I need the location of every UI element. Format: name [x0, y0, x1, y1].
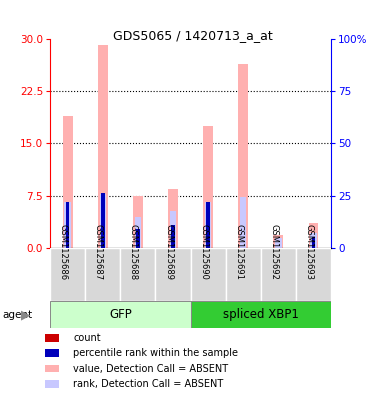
Bar — [170, 211, 176, 248]
Bar — [310, 233, 317, 248]
Text: GSM1125688: GSM1125688 — [129, 224, 138, 280]
Text: GSM1125687: GSM1125687 — [94, 224, 103, 280]
Bar — [156, 248, 191, 301]
Bar — [203, 126, 213, 248]
Bar — [133, 195, 143, 248]
Bar — [85, 248, 120, 301]
Bar — [168, 189, 178, 248]
Bar — [312, 237, 315, 248]
Text: GSM1125689: GSM1125689 — [164, 224, 173, 280]
Text: GSM1125691: GSM1125691 — [234, 224, 243, 280]
Bar — [66, 202, 69, 248]
Bar — [45, 365, 59, 373]
Bar — [191, 301, 331, 328]
Bar — [64, 202, 71, 248]
Bar — [45, 334, 59, 342]
Text: spliced XBP1: spliced XBP1 — [223, 308, 299, 321]
Bar — [275, 238, 281, 248]
Bar — [261, 248, 296, 301]
Text: GSM1125686: GSM1125686 — [59, 224, 68, 280]
Bar — [135, 217, 141, 248]
Text: count: count — [73, 333, 101, 343]
Text: GSM1125690: GSM1125690 — [199, 224, 208, 280]
Text: GFP: GFP — [109, 308, 132, 321]
Text: percentile rank within the sample: percentile rank within the sample — [73, 348, 238, 358]
Text: GSM1125692: GSM1125692 — [270, 224, 278, 280]
Bar — [205, 202, 211, 248]
Bar — [273, 235, 283, 248]
Bar — [238, 64, 248, 248]
Bar — [50, 248, 85, 301]
Bar — [206, 202, 210, 248]
Bar — [136, 229, 140, 248]
Bar — [98, 45, 108, 248]
Text: agent: agent — [2, 310, 32, 320]
Text: GSM1125693: GSM1125693 — [305, 224, 313, 280]
Bar — [63, 116, 72, 248]
Bar — [240, 196, 246, 248]
Bar — [296, 248, 331, 301]
Bar — [191, 248, 226, 301]
Bar — [45, 380, 59, 388]
Bar — [309, 223, 318, 248]
Bar — [50, 301, 191, 328]
Text: GDS5065 / 1420713_a_at: GDS5065 / 1420713_a_at — [113, 29, 272, 42]
Bar — [121, 248, 156, 301]
Bar — [226, 248, 261, 301]
Bar — [171, 225, 175, 248]
Bar — [101, 193, 104, 248]
Bar — [45, 349, 59, 357]
Text: value, Detection Call = ABSENT: value, Detection Call = ABSENT — [73, 364, 228, 374]
Text: ▶: ▶ — [22, 309, 31, 322]
Text: rank, Detection Call = ABSENT: rank, Detection Call = ABSENT — [73, 379, 224, 389]
Bar — [100, 195, 106, 248]
